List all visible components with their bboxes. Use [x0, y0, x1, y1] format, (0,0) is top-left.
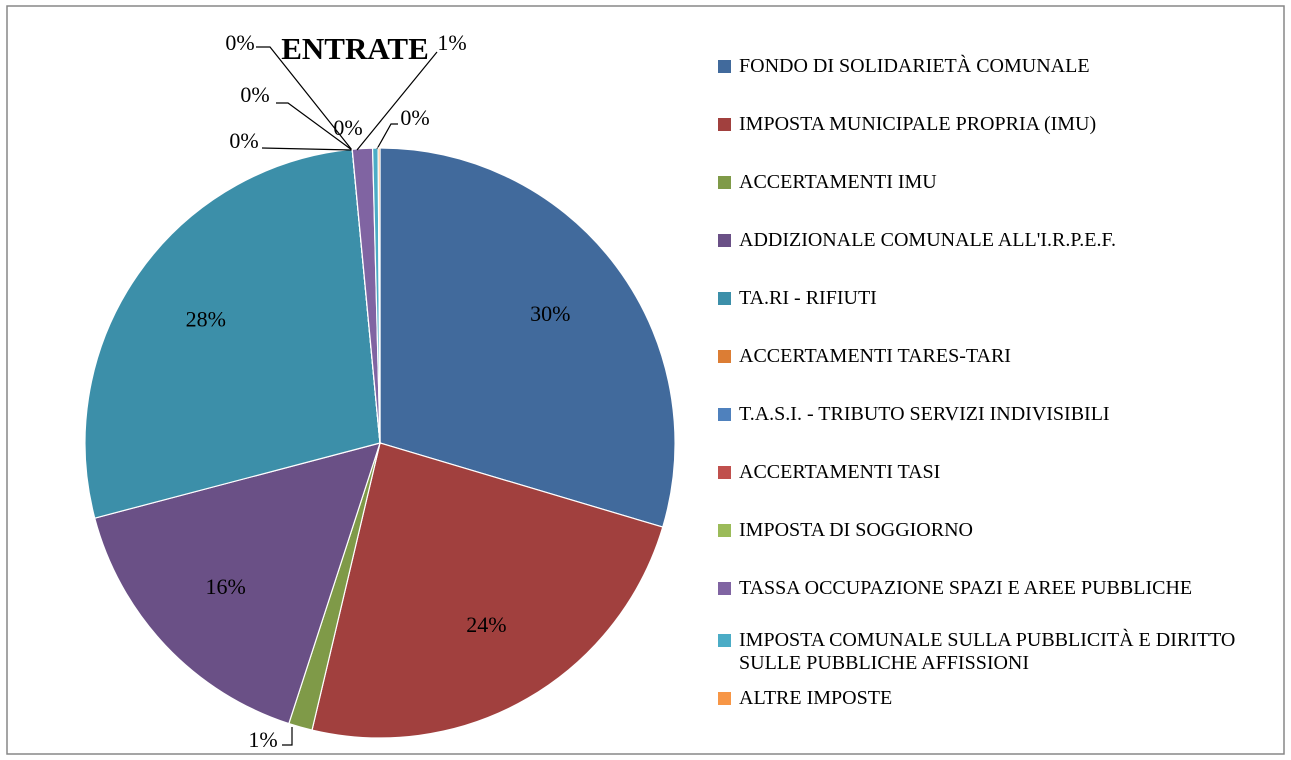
legend-swatch [718, 634, 731, 647]
data-label: 0% [229, 128, 258, 153]
chart-title: ENTRATE [281, 31, 429, 66]
data-label: 1% [248, 727, 277, 752]
data-label: 28% [186, 306, 226, 331]
data-label: 0% [225, 30, 254, 55]
legend-item: ACCERTAMENTI TASI [718, 461, 1258, 484]
legend-swatch [718, 582, 731, 595]
legend-label: ACCERTAMENTI IMU [739, 171, 937, 193]
legend-swatch [718, 234, 731, 247]
legend-label: T.A.S.I. - TRIBUTO SERVIZI INDIVISIBILI [739, 403, 1110, 425]
leader-line [356, 51, 438, 151]
data-label: 0% [333, 115, 362, 140]
legend-label: ACCERTAMENTI TASI [739, 461, 941, 483]
legend-label: IMPOSTA COMUNALE SULLA PUBBLICITÀ E DIRI… [739, 629, 1236, 674]
legend-swatch [718, 350, 731, 363]
legend-item: IMPOSTA COMUNALE SULLA PUBBLICITÀ E DIRI… [718, 629, 1258, 675]
pie-slice [84, 148, 381, 519]
data-label: 24% [466, 612, 506, 637]
legend-swatch [718, 524, 731, 537]
leader-line [256, 46, 353, 151]
legend-label: IMPOSTA MUNICIPALE PROPRIA (IMU) [739, 113, 1097, 135]
legend-label: ALTRE IMPOSTE [739, 687, 893, 709]
leader-line [276, 102, 353, 151]
legend-item: T.A.S.I. - TRIBUTO SERVIZI INDIVISIBILI [718, 403, 1258, 426]
pie-slice [94, 442, 381, 725]
pie-slice [379, 147, 676, 528]
data-label: 0% [240, 82, 269, 107]
legend-item: TASSA OCCUPAZIONE SPAZI E AREE PUBBLICHE [718, 577, 1258, 600]
pie-slice [311, 442, 664, 739]
leader-line [261, 147, 353, 151]
data-label: 1% [437, 30, 466, 55]
legend-item: FONDO DI SOLIDARIETÀ COMUNALE [718, 55, 1258, 78]
legend-label: IMPOSTA DI SOGGIORNO [739, 519, 973, 541]
legend-label: ADDIZIONALE COMUNALE ALL'I.R.P.E.F. [739, 229, 1116, 251]
legend-label: TASSA OCCUPAZIONE SPAZI E AREE PUBBLICHE [739, 577, 1193, 599]
leader-line [376, 123, 398, 150]
legend-label: FONDO DI SOLIDARIETÀ COMUNALE [739, 55, 1090, 77]
legend-swatch [718, 692, 731, 705]
data-label: 16% [205, 574, 245, 599]
legend-item: ACCERTAMENTI TARES-TARI [718, 345, 1258, 368]
legend-item: IMPOSTA MUNICIPALE PROPRIA (IMU) [718, 113, 1258, 136]
legend-item: ADDIZIONALE COMUNALE ALL'I.R.P.E.F. [718, 229, 1258, 252]
legend-item: TA.RI - RIFIUTI [718, 287, 1258, 310]
pie-slice [377, 147, 381, 444]
legend-item: ALTRE IMPOSTE [718, 687, 1258, 710]
legend-item: IMPOSTA DI SOGGIORNO [718, 519, 1258, 542]
legend-swatch [718, 118, 731, 131]
legend-swatch [718, 176, 731, 189]
legend-swatch [718, 292, 731, 305]
data-label: 30% [530, 301, 570, 326]
data-label: 0% [400, 105, 429, 130]
legend-swatch [718, 408, 731, 421]
leader-line [282, 727, 293, 746]
legend-item: ACCERTAMENTI IMU [718, 171, 1258, 194]
legend-label: ACCERTAMENTI TARES-TARI [739, 345, 1011, 367]
legend-swatch [718, 466, 731, 479]
legend-label: TA.RI - RIFIUTI [739, 287, 877, 309]
legend-swatch [718, 60, 731, 73]
